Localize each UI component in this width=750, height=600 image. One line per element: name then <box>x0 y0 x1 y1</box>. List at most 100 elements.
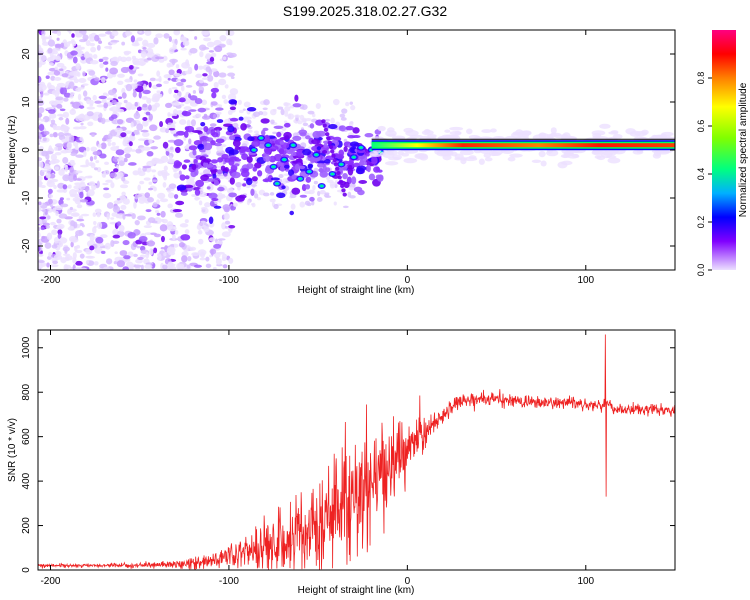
spectrogram-cell <box>59 68 64 72</box>
spectrogram-cell <box>110 39 120 43</box>
spectrogram-cell <box>531 159 542 164</box>
spectrogram-cell <box>384 161 399 166</box>
spectrogram-cell <box>56 189 66 193</box>
spectrogram-cell <box>659 133 668 140</box>
spectrogram-cell <box>148 181 153 185</box>
spectrogram-cell <box>247 119 252 125</box>
spectrogram-cell <box>133 112 141 120</box>
spectrogram-cell <box>165 102 173 109</box>
spectrogram-cell <box>641 129 649 135</box>
spectrogram-cell <box>259 137 263 139</box>
spectrogram-cell <box>606 155 617 159</box>
spectrogram-cell <box>349 141 360 148</box>
spectrogram-cell <box>57 233 62 240</box>
spectrogram-cell <box>75 154 84 158</box>
spectrogram-cell <box>186 264 191 269</box>
spectrogram-cell <box>70 50 78 56</box>
spectrogram-cell <box>78 125 87 130</box>
spectrogram-cell <box>191 178 195 187</box>
spectrogram-cell <box>148 138 153 145</box>
spectrogram-cell <box>230 76 235 80</box>
spectrogram-cell <box>118 224 125 232</box>
spectrogram-cell <box>214 45 223 53</box>
spectrogram-cell <box>96 104 105 108</box>
spectrogram-cell <box>45 75 50 79</box>
spectrogram-cell <box>38 201 42 206</box>
spectrogram-cell <box>338 179 344 184</box>
snr-x-axis-label: Height of straight line (km) <box>298 585 415 596</box>
spectrogram-cell <box>172 234 176 241</box>
spectrogram-cell <box>163 74 172 79</box>
spectrogram-cell <box>100 77 106 83</box>
spectrogram-cell <box>115 145 120 149</box>
spectrogram-cell <box>273 108 277 112</box>
spectrogram-cell <box>120 204 127 210</box>
spectrogram-cell <box>43 92 50 96</box>
spectrogram-cell <box>128 162 137 166</box>
spectrogram-cell <box>212 113 217 119</box>
spectrogram-cell <box>305 184 311 190</box>
spectrogram-cell <box>122 198 130 205</box>
spectrogram-cell <box>102 182 109 186</box>
spectrogram-cell <box>307 164 313 170</box>
spectrogram-cell <box>323 127 329 132</box>
spectrogram-cell <box>194 63 199 71</box>
spectrogram-cell <box>79 222 84 226</box>
spectrogram-cell <box>90 46 97 53</box>
spectrogram-cell <box>138 171 146 177</box>
spectrogram-cell <box>130 35 136 43</box>
spectrogram-cell <box>273 125 284 130</box>
spectrogram-cell <box>301 183 307 192</box>
spectrogram-cell <box>227 110 233 116</box>
spectrogram-cell <box>218 78 227 86</box>
spectrogram-cell <box>114 251 118 255</box>
spectrogram-cell <box>85 40 91 47</box>
spectrogram-cell <box>348 121 354 127</box>
spectrogram-cell <box>72 56 78 64</box>
spectrogram-cell <box>204 202 211 208</box>
spectrogram-cell <box>168 183 177 189</box>
spectrogram-cell <box>167 122 173 125</box>
spectrogram-cell <box>199 257 206 261</box>
spectrogram-cell <box>201 115 211 120</box>
spectrogram-cell <box>149 77 156 82</box>
spectrogram-cell <box>387 133 396 137</box>
spectrogram-cell <box>185 85 193 88</box>
spectrogram-cell <box>102 192 112 199</box>
spectrogram-cell <box>194 196 200 201</box>
spectrogram-cell <box>38 138 42 143</box>
spectrogram-cell <box>53 184 57 190</box>
spectrogram-cell <box>96 221 103 230</box>
spectrogram-cell <box>67 184 72 189</box>
spectrogram-cell <box>473 149 482 154</box>
spectrogram-cell <box>65 256 70 262</box>
spectrogram-cell <box>283 120 288 124</box>
spectrogram-cell <box>292 103 302 108</box>
spectrogram-cell <box>175 78 182 82</box>
spectrogram-cell <box>110 114 118 120</box>
spectrogram-cell <box>124 78 132 83</box>
spectrogram-cell <box>133 253 138 258</box>
spectrogram-cell <box>160 246 165 250</box>
spectrogram-cell <box>201 77 209 80</box>
spectrogram-cell <box>423 128 431 134</box>
spectrogram-cell <box>92 151 101 156</box>
spectrogram-cell <box>146 42 156 49</box>
spectrogram-cell <box>228 192 237 198</box>
spectrogram-cell <box>146 240 156 247</box>
spectrogram-cell <box>41 235 46 239</box>
spectrogram-cell <box>189 246 197 251</box>
spectrogram-cell <box>94 167 99 171</box>
spectrogram-cell <box>449 131 462 135</box>
spectrogram-cell <box>316 196 323 203</box>
spectrogram-cell <box>79 136 84 142</box>
spectrogram-cell <box>86 98 91 105</box>
spectrogram-cell <box>133 264 142 268</box>
spectrogram-cell <box>309 196 315 202</box>
spectrogram-cell <box>199 82 209 87</box>
spectrogram-cell <box>328 124 338 130</box>
spectrogram-cell <box>38 99 45 106</box>
y-tick-label: 800 <box>21 383 32 400</box>
spectrogram-cell <box>89 245 95 251</box>
spectrogram-cell <box>71 108 75 111</box>
